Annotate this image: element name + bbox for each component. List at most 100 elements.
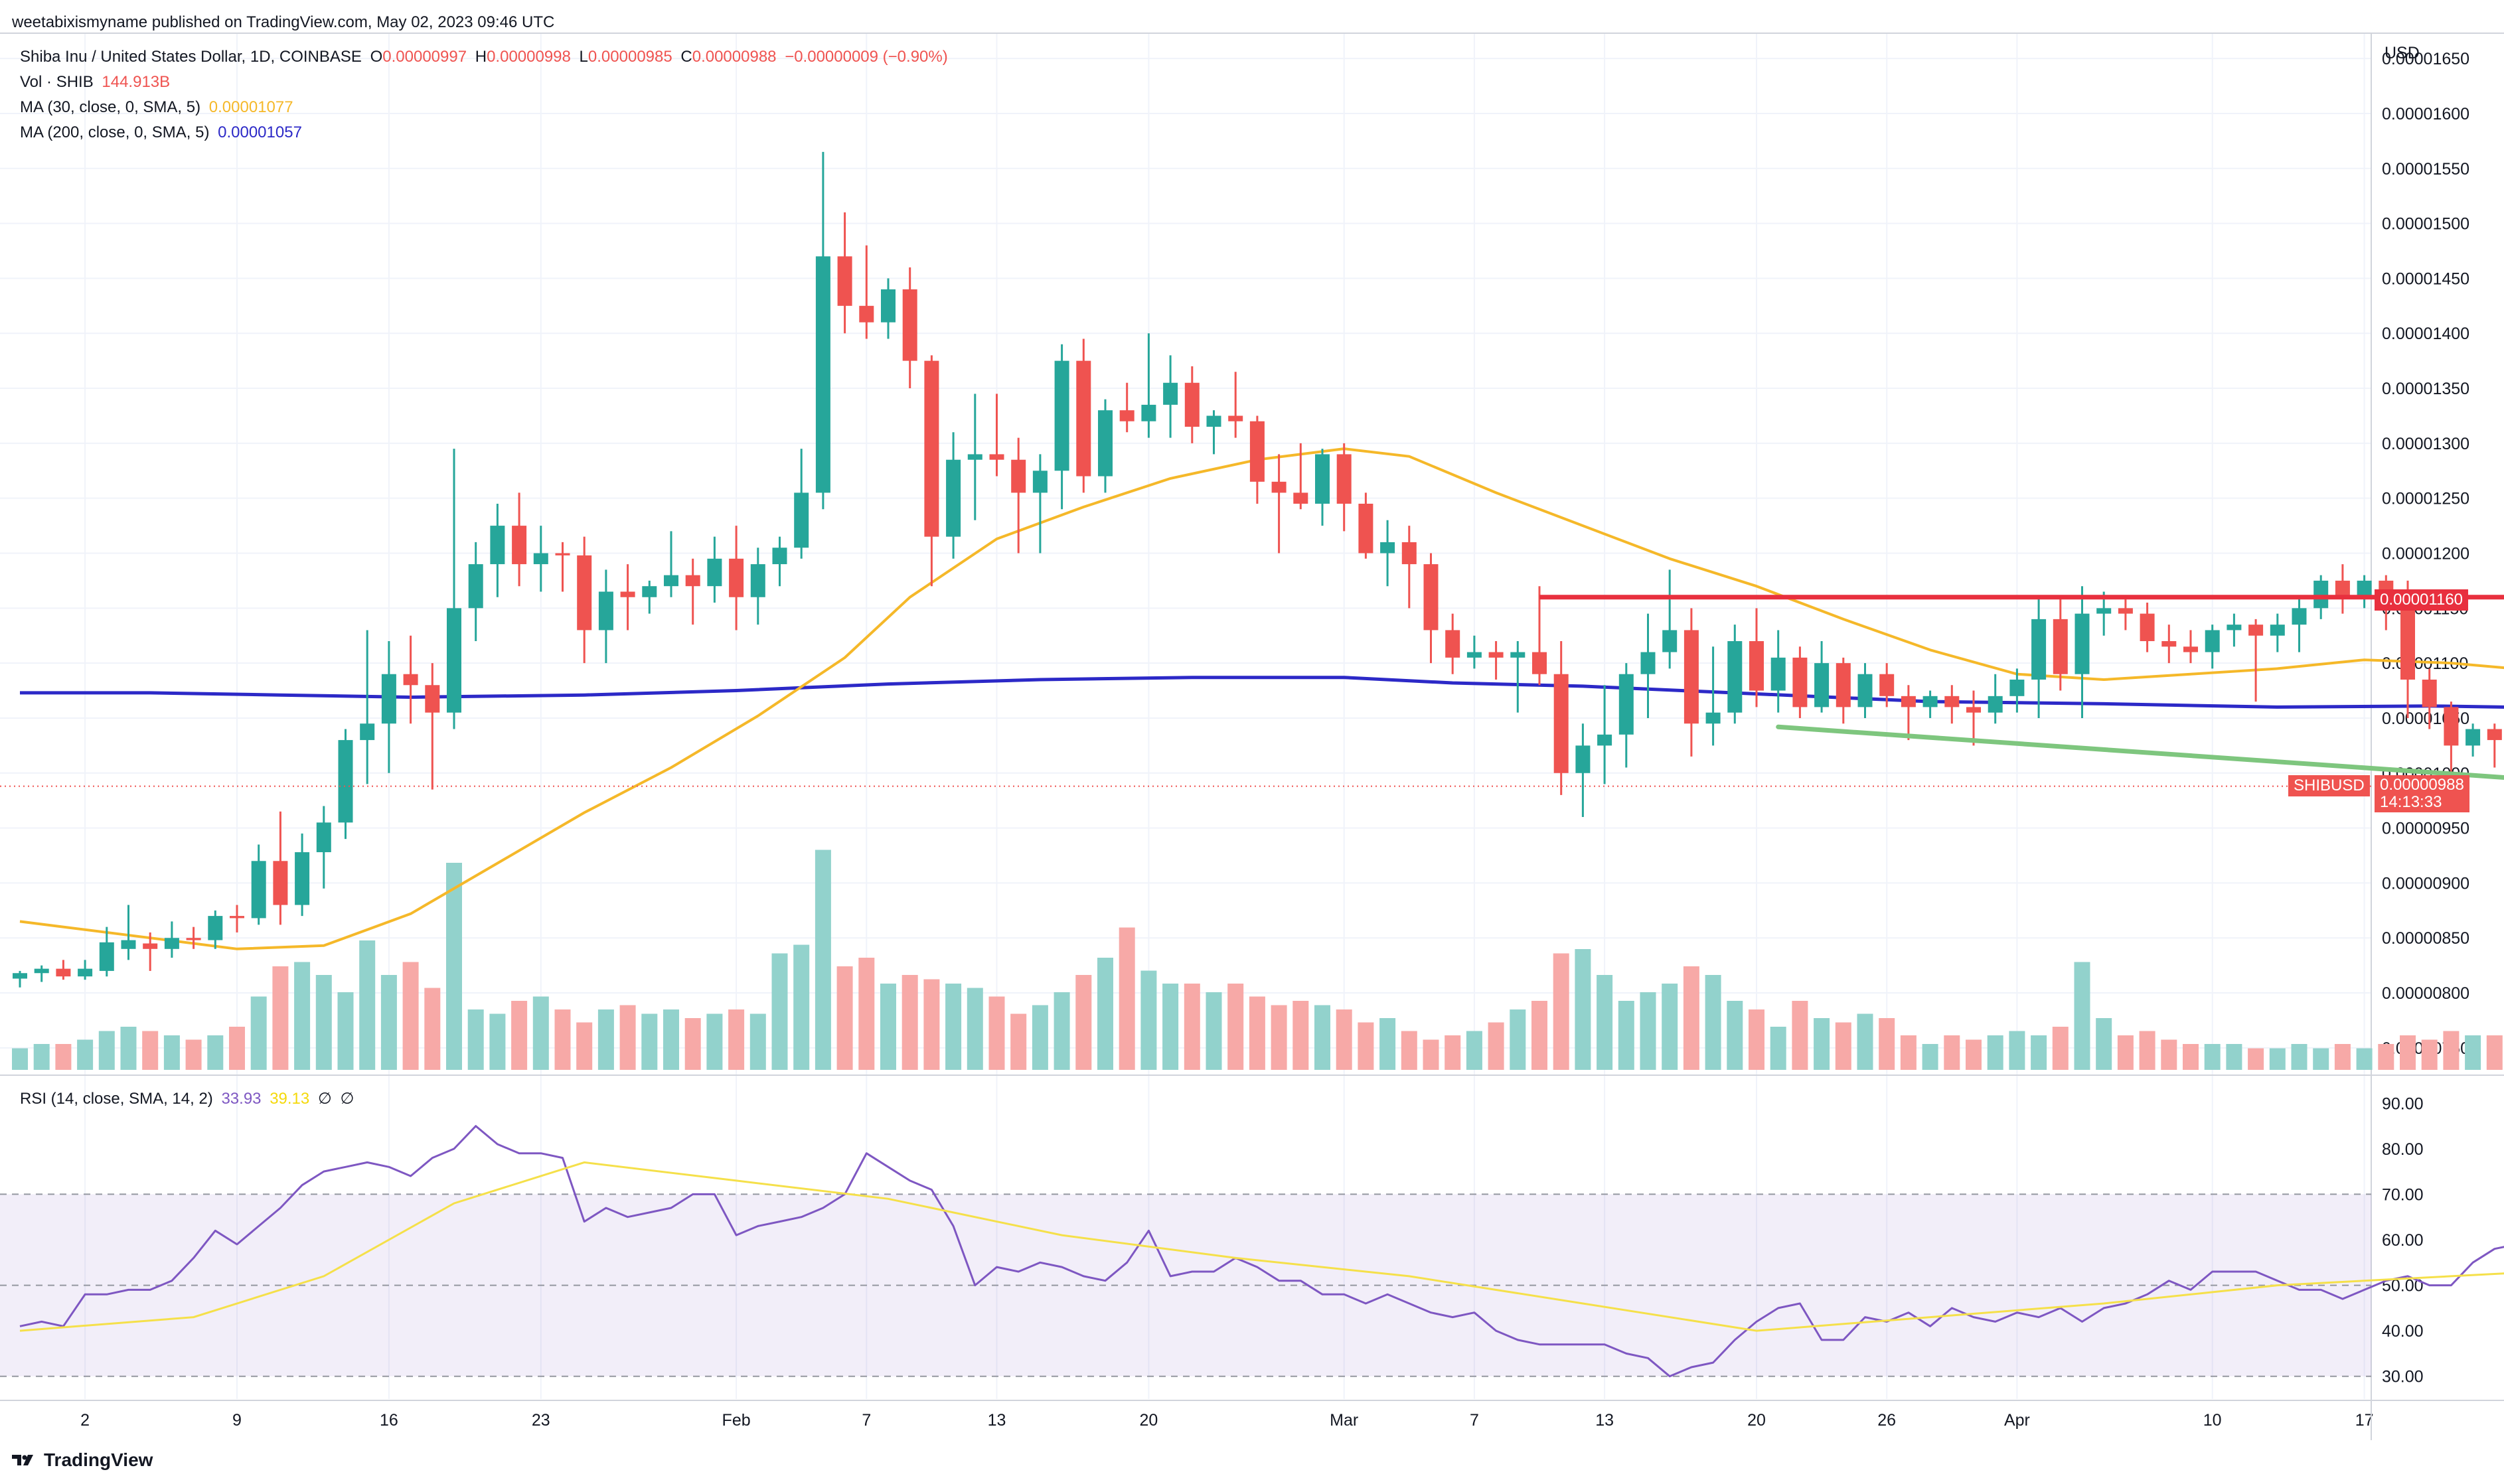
price-tick-label: 0.00001400	[2382, 325, 2469, 343]
candle	[99, 927, 114, 977]
candle-body	[121, 940, 136, 949]
volume-bar	[2161, 1039, 2177, 1070]
volume-bar	[945, 984, 962, 1070]
rsi-ma-line	[19, 1161, 2504, 1332]
candle-body	[620, 591, 635, 597]
candle-body	[1662, 630, 1678, 652]
candle	[1184, 366, 1200, 443]
volume-bar	[2183, 1044, 2199, 1070]
candle	[512, 492, 527, 587]
candle	[2205, 625, 2220, 669]
candle-body	[2357, 580, 2372, 597]
candle-body	[99, 942, 114, 971]
candle	[2248, 619, 2264, 702]
volume-bar	[641, 1013, 658, 1070]
x-tick-label: 7	[1470, 1411, 1479, 1430]
candle-body	[1054, 360, 1069, 471]
candle-body	[685, 575, 700, 587]
candle-body	[1597, 734, 1612, 746]
candle-body	[2205, 630, 2220, 652]
candle	[1011, 437, 1026, 554]
candle-body	[1271, 481, 1287, 493]
candle-body	[837, 256, 852, 306]
candle-body	[34, 968, 49, 974]
volume-bar	[511, 1001, 528, 1070]
candle	[2118, 597, 2133, 631]
candle	[164, 921, 179, 958]
price-tick-label: 0.00001300	[2382, 435, 2469, 453]
volume-bar	[684, 1018, 701, 1070]
x-tick-label: Mar	[1330, 1411, 1358, 1430]
candle	[251, 844, 266, 925]
candle-body	[13, 973, 27, 979]
candle-body	[1532, 652, 1547, 674]
candle	[1445, 613, 1460, 674]
rsi-tick-label: 80.00	[2382, 1140, 2424, 1159]
candle	[2335, 564, 2350, 614]
candle	[577, 536, 592, 664]
candle	[143, 932, 158, 971]
candle	[121, 905, 136, 960]
rsi-tick-label: 60.00	[2382, 1231, 2424, 1250]
tradingview-logo[interactable]: TradingView	[12, 1449, 153, 1471]
volume-bar	[1553, 953, 1569, 1070]
candle	[2183, 630, 2198, 664]
candle	[1727, 625, 1743, 724]
price-tick-label: 0.00000800	[2382, 984, 2469, 1003]
publisher-line: weetabixismyname published on TradingVie…	[12, 13, 555, 31]
candle-body	[1011, 459, 1026, 493]
volume-bar	[1336, 1009, 1352, 1070]
candle-body	[642, 586, 657, 597]
candle	[78, 960, 93, 980]
candle	[1054, 344, 1069, 510]
candle-body	[2161, 641, 2177, 647]
candle-body	[1510, 652, 1526, 658]
candle	[1705, 646, 1721, 746]
candle-body	[924, 360, 939, 537]
rsi-tick-label: 40.00	[2382, 1322, 2424, 1341]
candle	[1119, 382, 1135, 433]
volume-bar	[1466, 1031, 1482, 1070]
candle-body	[815, 256, 830, 493]
candle	[1141, 333, 1156, 438]
volume-bar	[98, 1031, 115, 1070]
volume-bar	[749, 1013, 766, 1070]
candle-body	[1184, 382, 1200, 427]
ma30-label: MA (30, close, 0, SMA, 5)	[20, 98, 201, 116]
candle	[924, 355, 939, 587]
candle	[1293, 443, 1308, 510]
volume-bar	[250, 996, 267, 1070]
candle-body	[2335, 580, 2350, 597]
volume-bar	[2465, 1035, 2481, 1070]
volume-bar	[2334, 1044, 2351, 1070]
volume-bar	[1597, 975, 1613, 1070]
candle-body	[2031, 619, 2047, 680]
volume-bar	[880, 984, 896, 1070]
candle-body	[1901, 696, 1916, 707]
volume-bar	[1032, 1005, 1048, 1070]
candle-body	[447, 608, 461, 713]
candle-body	[273, 861, 288, 905]
open-label: O	[370, 48, 383, 66]
candle	[403, 635, 418, 724]
x-tick-label: 17	[2355, 1411, 2374, 1430]
rsi-tick-label: 70.00	[2382, 1185, 2424, 1204]
candle-body	[381, 674, 396, 724]
candle-body	[1488, 652, 1504, 658]
candle-body	[1618, 674, 1634, 735]
volume-bar	[793, 944, 810, 1070]
ma200-legend: MA (200, close, 0, SMA, 5) 0.00001057	[20, 123, 306, 142]
candle	[1922, 690, 1938, 718]
candle-body	[1358, 503, 1373, 554]
candle	[729, 526, 744, 631]
candle-body	[2227, 625, 2242, 631]
candle-body	[403, 674, 418, 686]
volume-bar	[1119, 927, 1135, 1070]
volume-bar	[1662, 984, 1678, 1070]
volume-bar	[1922, 1044, 1938, 1070]
volume-bar	[1618, 1001, 1634, 1070]
price-tick-label: 0.00001600	[2382, 105, 2469, 123]
candle-body	[1445, 630, 1460, 658]
candle	[1163, 355, 1178, 438]
